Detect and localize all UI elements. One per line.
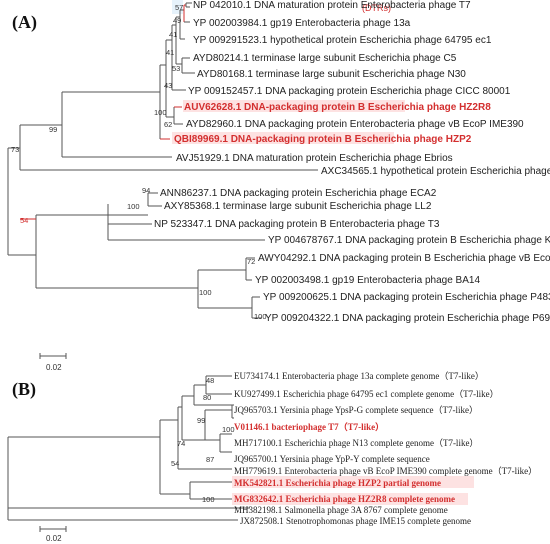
taxon-label-hzp2: MK542821.1 Escherichia phage HZP2 partia…	[234, 478, 441, 488]
taxon-label: AVJ51929.1 DNA maturation protein Escher…	[176, 153, 453, 164]
bootstrap-value: 100	[202, 495, 215, 504]
taxon-label: EU734174.1 Enterobacteria phage 13a comp…	[234, 371, 484, 381]
taxon-label: NP 523347.1 DNA packaging protein B Ente…	[154, 219, 440, 230]
scale-bar-b: 0.02	[39, 526, 67, 543]
scale-bar-label: 0.02	[46, 534, 62, 543]
bootstrap-value: 100	[154, 108, 167, 117]
taxon-label-hz2r8: AUV62628.1 DNA-packaging protein B Esche…	[184, 102, 491, 113]
bootstrap-value: 100	[127, 202, 140, 211]
taxon-label: AXC34565.1 hypothetical protein Escheric…	[321, 166, 550, 177]
bootstrap-value: 41	[169, 30, 177, 39]
taxon-label: YP 009152457.1 DNA packaging protein Esc…	[188, 86, 511, 97]
taxon-label: YP 002003984.1 gp19 Enterobacteria phage…	[193, 18, 411, 29]
bootstrap-value: 99	[197, 416, 205, 425]
bootstrap-value: 48	[206, 376, 214, 385]
taxon-label-hzp2: QBI89969.1 DNA-packaging protein B Esche…	[174, 134, 472, 145]
taxon-label: AXY85368.1 terminase large subunit Esche…	[164, 201, 432, 212]
taxon-label: NP 042010.1 DNA maturation protein Enter…	[193, 0, 471, 11]
taxon-label: ANN86237.1 DNA packaging protein Escheri…	[160, 188, 437, 199]
taxon-label: AYD82960.1 DNA packaging protein Enterob…	[186, 119, 524, 130]
taxon-label-hz2r8: MG832642.1 Escherichia phage HZ2R8 compl…	[234, 494, 455, 504]
bootstrap-value: 74	[177, 439, 185, 448]
taxon-label: AYD80214.1 terminase large subunit Esche…	[193, 53, 457, 64]
taxon-label: MH779619.1 Enterobacteria phage vB EcoP …	[234, 466, 537, 476]
taxon-label: YP 002003498.1 gp19 Enterobacteria phage…	[255, 275, 480, 286]
bootstrap-value: 100	[199, 288, 212, 297]
dtrs-annotation: (DTRs)	[362, 3, 391, 13]
bootstrap-value: 54	[20, 216, 28, 225]
panel-a-label: (A)	[12, 12, 37, 33]
bootstrap-value: 87	[206, 455, 214, 464]
bootstrap-value: 99	[49, 125, 57, 134]
highlight-bg-hz2r8-a	[183, 100, 405, 112]
bootstrap-value: 80	[203, 393, 211, 402]
bootstrap-value: 49	[173, 16, 181, 25]
taxon-label: JQ965703.1 Yersinia phage YpsP-G complet…	[234, 405, 478, 415]
panel-b-bootstraps: 48 80 99 100 87 74 54 100	[171, 376, 235, 504]
panel-a: (A) (DTRs)	[7, 0, 550, 372]
highlight-bg-hzp2-b	[232, 476, 474, 488]
bootstrap-value: 100	[254, 312, 267, 321]
bootstrap-value: 54	[171, 459, 179, 468]
highlight-bg-hzp2-a	[172, 132, 394, 144]
bootstrap-value: 73	[11, 145, 19, 154]
taxon-label-t7: V01146.1 bacteriophage T7（T7-like）	[234, 422, 384, 432]
taxon-label: KU927499.1 Escherichia phage 64795 ec1 c…	[234, 389, 499, 399]
taxon-label: AWY04292.1 DNA packaging protein B Esche…	[258, 253, 550, 264]
taxon-label: MH717100.1 Escherichia phage N13 complet…	[234, 438, 478, 448]
bootstrap-value: 57	[175, 3, 183, 12]
panel-b-label: (B)	[12, 379, 36, 400]
taxon-label: YP 009291523.1 hypothetical protein Esch…	[193, 35, 492, 46]
bootstrap-value: 100	[222, 425, 235, 434]
highlight-bg-hz2r8-b	[232, 493, 468, 505]
taxon-label: YP 009200625.1 DNA packaging protein Esc…	[263, 292, 550, 303]
panel-a-bootstraps: 57 49 41 41 53 43 100 62 99 73 94 100 54…	[11, 3, 267, 321]
bootstrap-value: 41	[166, 48, 174, 57]
taxon-label: JQ965700.1 Yersinia phage YpP-Y complete…	[234, 454, 430, 464]
bootstrap-value: 94	[142, 186, 150, 195]
bootstrap-value: 62	[164, 120, 172, 129]
panel-a-taxa: NP 042010.1 DNA maturation protein Enter…	[154, 0, 550, 324]
panel-b-taxa: EU734174.1 Enterobacteria phage 13a comp…	[234, 371, 537, 526]
panel-b-branches	[7, 375, 250, 521]
panel-b: (B)	[7, 371, 537, 543]
bootstrap-value: 53	[172, 64, 180, 73]
taxon-label: MH382198.1 Salmonella phage 3A 8767 comp…	[234, 505, 448, 515]
taxon-label: YP 009204322.1 DNA packaging protein Esc…	[265, 313, 550, 324]
bootstrap-value: 43	[164, 81, 172, 90]
taxon-label: YP 004678767.1 DNA packaging protein B E…	[268, 235, 550, 246]
taxon-label: AYD80168.1 terminase large subunit Esche…	[197, 69, 466, 80]
scale-bar-a: 0.02	[39, 353, 67, 372]
bootstrap-value: 72	[247, 257, 255, 266]
taxon-label: JX872508.1 Stenotrophomonas phage IME15 …	[240, 516, 471, 526]
scale-bar-label: 0.02	[46, 363, 62, 372]
dtrs-highlight-box	[172, 0, 183, 14]
panel-a-branches	[7, 2, 318, 319]
